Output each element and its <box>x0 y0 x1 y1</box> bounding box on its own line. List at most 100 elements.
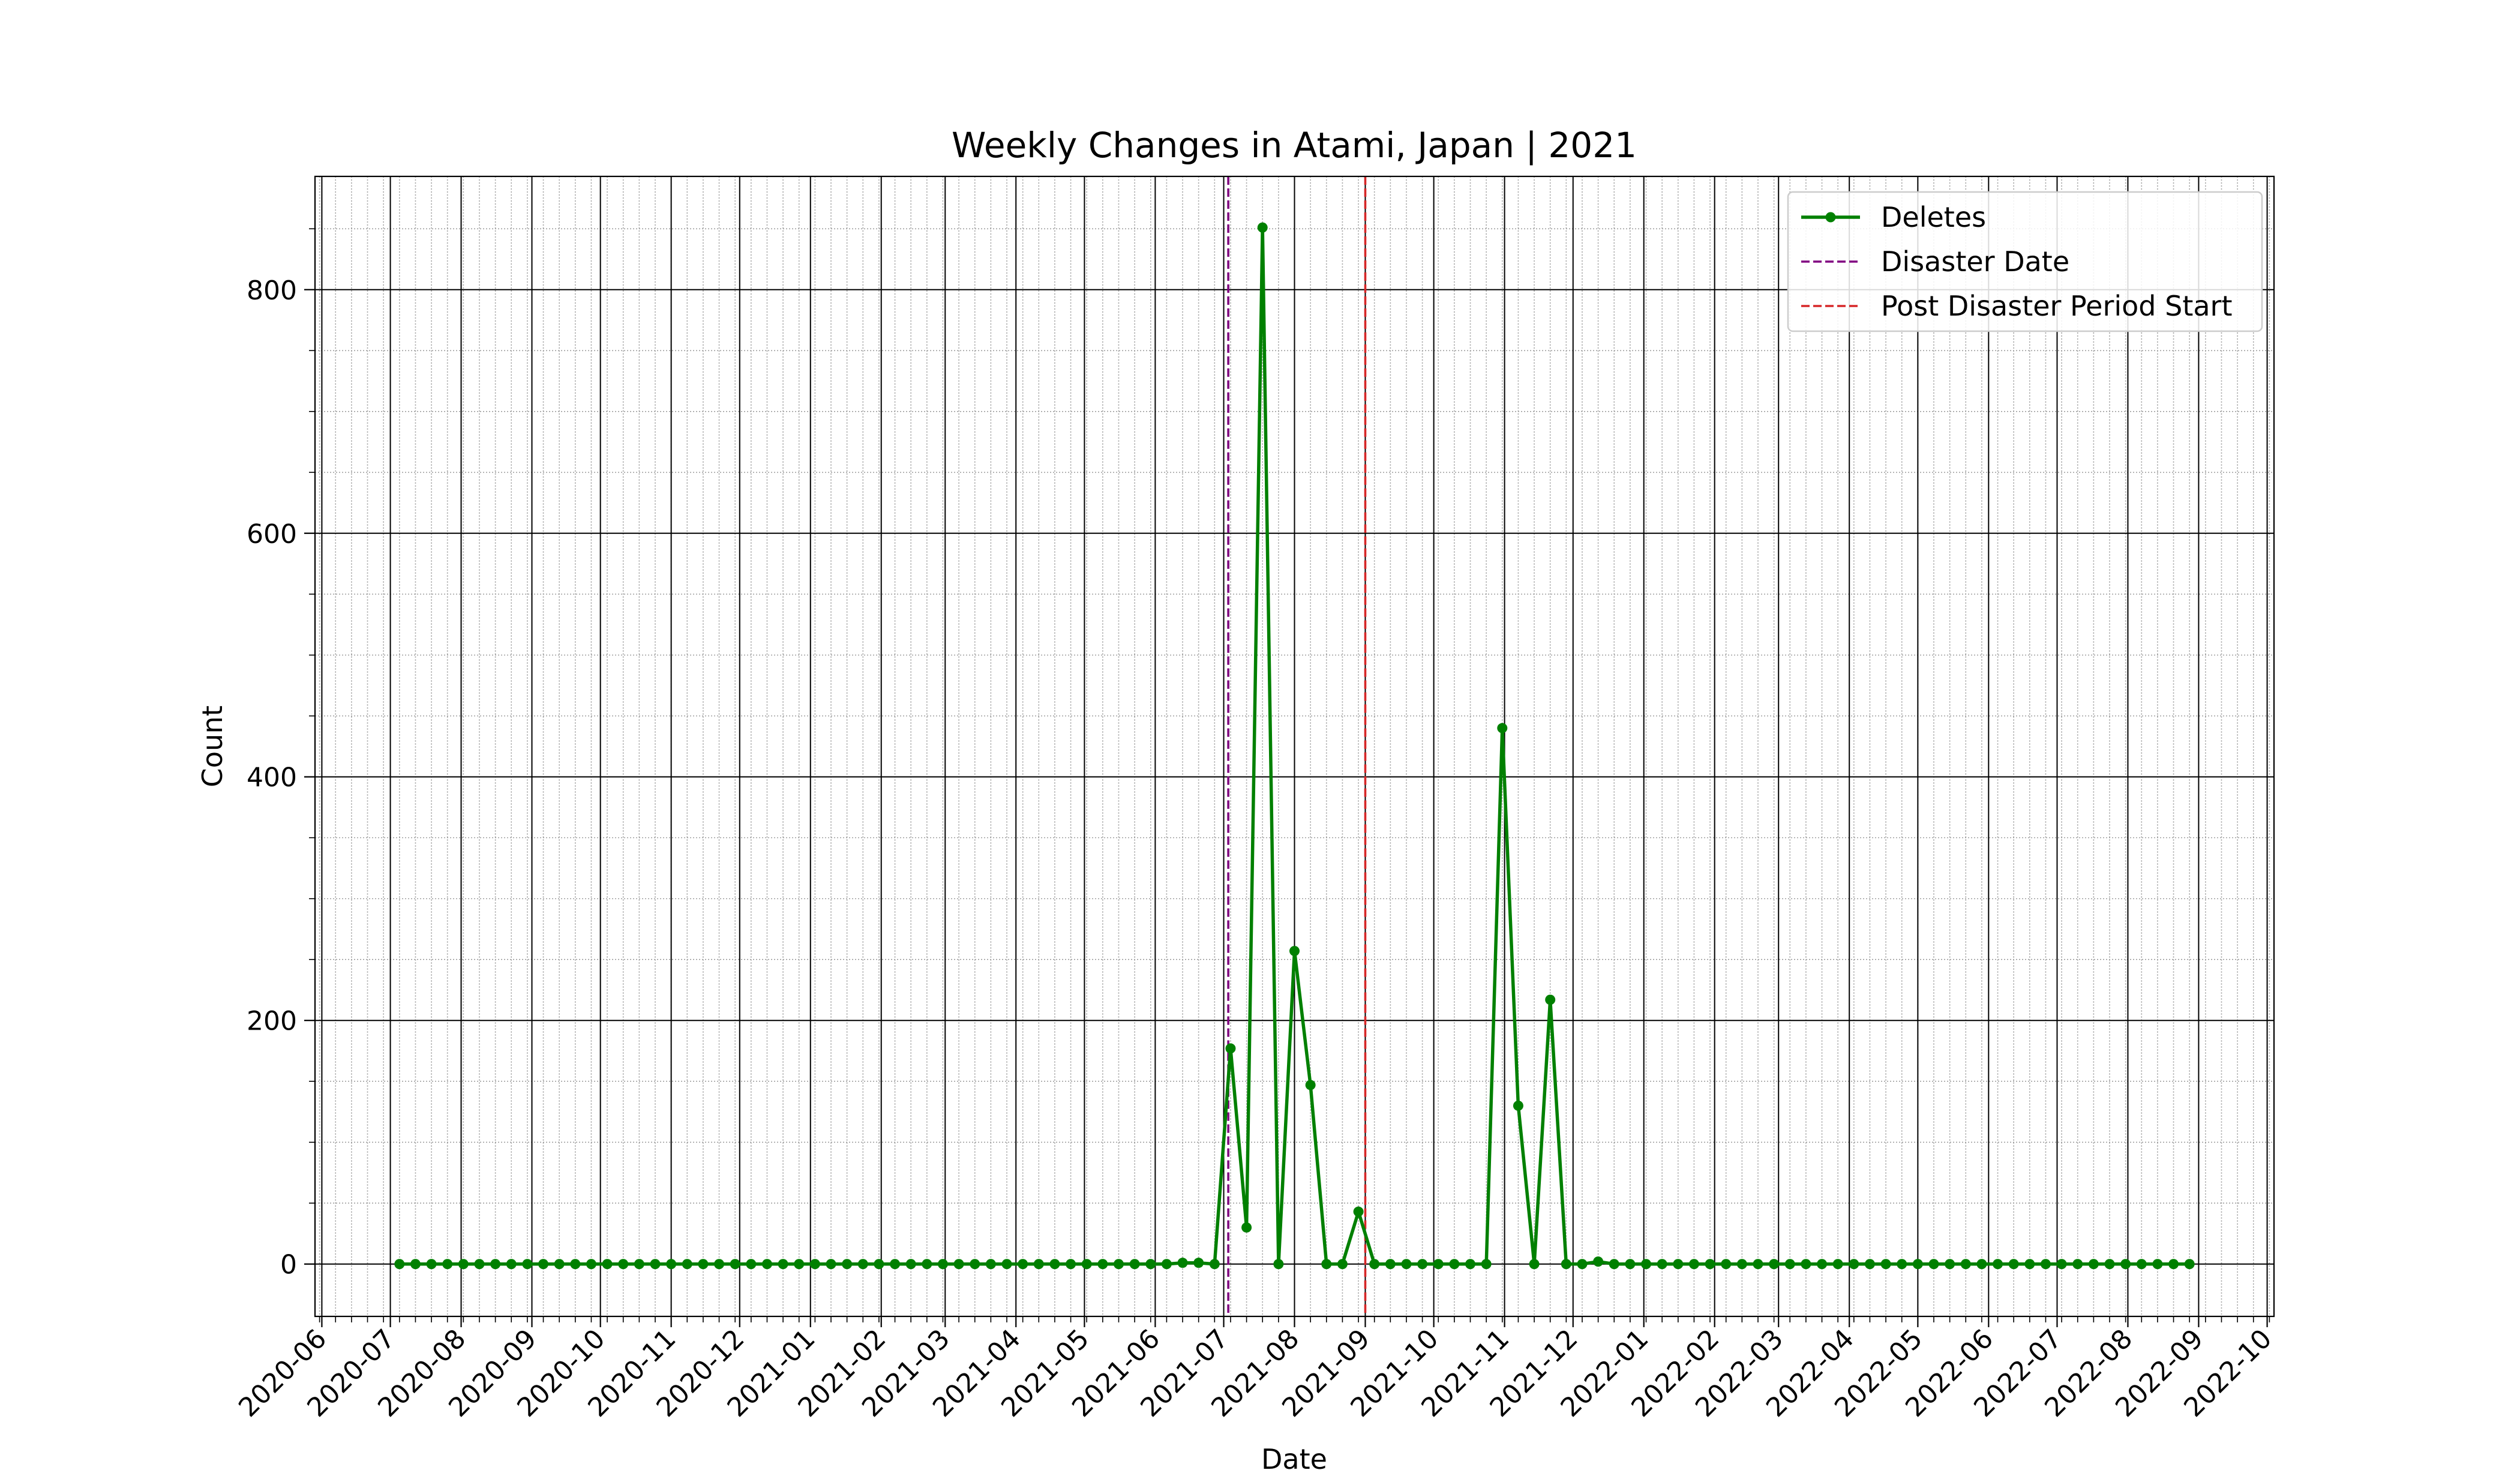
data-point <box>1880 1259 1891 1270</box>
data-point <box>618 1259 629 1270</box>
data-point <box>426 1259 437 1270</box>
data-point <box>490 1259 501 1270</box>
data-point <box>682 1259 692 1270</box>
data-point <box>1033 1259 1044 1270</box>
data-point <box>1481 1259 1492 1270</box>
data-point <box>586 1259 596 1270</box>
data-point <box>794 1259 805 1270</box>
data-point <box>1673 1259 1684 1270</box>
data-point <box>1066 1259 1076 1270</box>
data-point <box>2136 1259 2147 1270</box>
data-point <box>1369 1259 1380 1270</box>
data-point <box>1784 1259 1795 1270</box>
data-point <box>1545 994 1556 1005</box>
data-point <box>2184 1259 2195 1270</box>
data-point <box>1897 1259 1907 1270</box>
data-point <box>1593 1256 1604 1267</box>
data-point <box>1945 1259 1955 1270</box>
plot-area <box>314 175 2275 1318</box>
data-point <box>937 1259 948 1270</box>
data-point <box>985 1259 996 1270</box>
y-tick-label: 200 <box>247 1006 297 1037</box>
data-point <box>1705 1259 1715 1270</box>
data-point <box>1145 1259 1156 1270</box>
data-point <box>1177 1258 1188 1268</box>
data-point <box>1001 1259 1012 1270</box>
y-tick-label: 0 <box>280 1250 297 1280</box>
data-point <box>1449 1259 1460 1270</box>
data-point <box>922 1259 932 1270</box>
data-point <box>1289 946 1300 956</box>
data-point <box>1241 1222 1252 1233</box>
data-point <box>1401 1259 1412 1270</box>
data-point <box>1736 1259 1747 1270</box>
data-point <box>1912 1259 1923 1270</box>
data-point <box>2120 1259 2131 1270</box>
data-point <box>1018 1259 1028 1270</box>
data-point <box>1960 1259 1971 1270</box>
data-point <box>746 1259 757 1270</box>
data-point <box>890 1259 901 1270</box>
legend-items: Deletes Disaster Date Post Disaster Period… <box>1801 201 2233 322</box>
data-point <box>458 1259 469 1270</box>
data-point <box>1769 1259 1780 1270</box>
data-point <box>602 1259 613 1270</box>
data-point <box>1832 1259 1843 1270</box>
data-point <box>2168 1259 2179 1270</box>
data-point <box>1433 1259 1444 1270</box>
data-point <box>1497 723 1508 734</box>
data-point <box>714 1259 725 1270</box>
data-point <box>1305 1079 1316 1090</box>
data-point <box>1257 222 1268 233</box>
data-point <box>1465 1259 1476 1270</box>
data-point <box>570 1259 581 1270</box>
data-point <box>1801 1259 1811 1270</box>
data-point <box>1161 1259 1172 1270</box>
data-point <box>698 1259 709 1270</box>
data-point <box>1513 1100 1523 1111</box>
data-point <box>857 1259 868 1270</box>
data-point <box>1209 1259 1220 1270</box>
data-point <box>874 1259 884 1270</box>
x-axis-label: Date <box>1261 1443 1327 1470</box>
data-point <box>1113 1259 1124 1270</box>
data-point <box>1577 1259 1588 1270</box>
y-tick-label: 400 <box>247 763 297 793</box>
legend-label-disaster-date: Disaster Date <box>1881 245 2069 278</box>
data-point <box>2152 1259 2163 1270</box>
data-point <box>1417 1259 1428 1270</box>
data-point <box>778 1259 788 1270</box>
data-point <box>970 1259 980 1270</box>
data-point <box>442 1259 453 1270</box>
data-point <box>1849 1259 1859 1270</box>
data-point <box>1976 1259 1987 1270</box>
data-point <box>809 1259 820 1270</box>
data-point <box>905 1259 916 1270</box>
data-point <box>1193 1258 1204 1268</box>
data-point <box>1609 1259 1619 1270</box>
data-point <box>2040 1259 2051 1270</box>
data-point <box>2104 1259 2115 1270</box>
data-point <box>1353 1206 1364 1217</box>
data-point <box>2056 1259 2067 1270</box>
data-point <box>2024 1259 2035 1270</box>
data-point <box>522 1259 533 1270</box>
data-point <box>1273 1259 1284 1270</box>
legend: Deletes Disaster Date Post Disaster Period… <box>1787 191 2263 332</box>
data-point <box>1641 1259 1652 1270</box>
legend-marker-deletes <box>1825 212 1836 223</box>
data-point <box>1753 1259 1763 1270</box>
data-point <box>1928 1259 1939 1270</box>
y-tick-label: 800 <box>247 275 297 306</box>
data-point <box>1688 1259 1699 1270</box>
data-point <box>1097 1259 1108 1270</box>
data-point <box>1225 1043 1236 1054</box>
data-point <box>1561 1259 1571 1270</box>
legend-label-post-disaster-period-start: Post Disaster Period Start <box>1881 290 2233 322</box>
data-point <box>1337 1259 1348 1270</box>
data-point <box>634 1259 644 1270</box>
data-point <box>1657 1259 1667 1270</box>
data-point <box>554 1259 565 1270</box>
chart-title: Weekly Changes in Atami, Japan | 2021 <box>952 125 1637 166</box>
